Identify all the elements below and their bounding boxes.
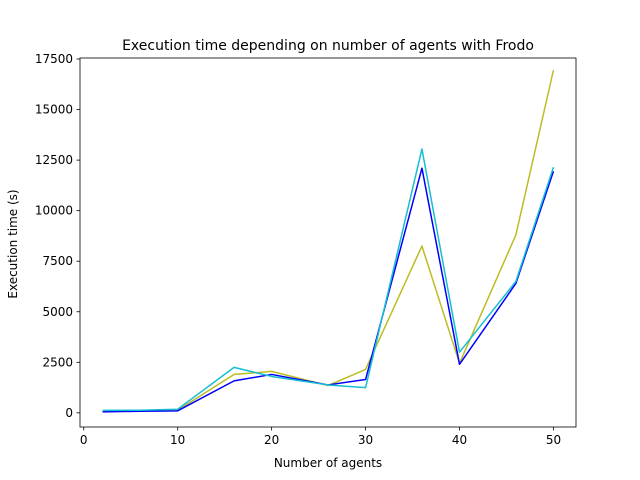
x-tick-label: 40 bbox=[452, 433, 467, 447]
y-tick-label: 5000 bbox=[42, 305, 73, 319]
x-tick-label: 20 bbox=[264, 433, 279, 447]
x-tick-label: 10 bbox=[170, 433, 185, 447]
y-tick-label: 10000 bbox=[35, 204, 73, 218]
x-tick-label: 50 bbox=[546, 433, 561, 447]
y-tick-label: 2500 bbox=[42, 355, 73, 369]
series-line-2 bbox=[102, 167, 555, 413]
axes-frame bbox=[79, 57, 577, 428]
series-line-1 bbox=[102, 69, 555, 412]
x-tick-label: 30 bbox=[358, 433, 373, 447]
x-tick-label: 0 bbox=[80, 433, 88, 447]
y-tick-label: 12500 bbox=[35, 153, 73, 167]
chart-title: Execution time depending on number of ag… bbox=[122, 38, 534, 54]
y-tick-label: 7500 bbox=[42, 254, 73, 268]
y-tick-label: 0 bbox=[65, 406, 73, 420]
y-tick-label: 15000 bbox=[35, 103, 73, 117]
x-axis-label: Number of agents bbox=[274, 456, 382, 470]
y-tick-label: 17500 bbox=[35, 52, 73, 66]
series-line-3 bbox=[102, 148, 555, 412]
y-axis-label: Execution time (s) bbox=[6, 189, 20, 298]
plot-area: 0 10 20 30 40 50 0 2500 5000 7500 10000 12500 15000 1… bbox=[35, 52, 577, 447]
